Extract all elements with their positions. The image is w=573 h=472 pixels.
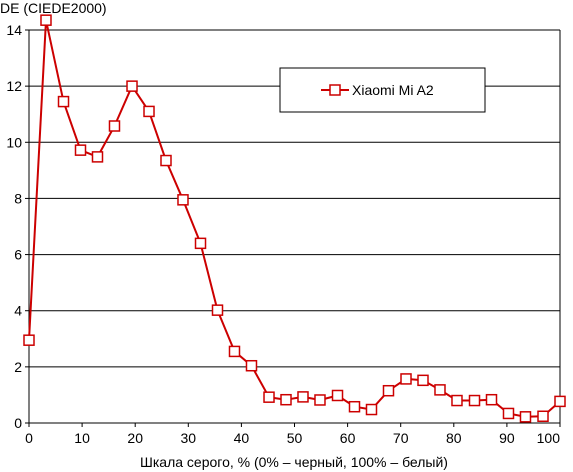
x-axis-title: Шкала серого, % (0% – черный, 100% – бел…	[140, 454, 448, 470]
legend: Xiaomi Mi A2	[279, 67, 486, 113]
y-axis-ticks: 0 2 4 6 8 10 12 14	[6, 22, 29, 431]
data-point-0-3	[74, 144, 87, 156]
data-point-0-17	[314, 394, 326, 406]
data-point-0-4	[91, 151, 104, 163]
data-point-0-16	[297, 391, 309, 403]
data-point-0-22	[400, 373, 412, 385]
data-point-0-19	[348, 400, 361, 413]
data-point-0-24	[434, 384, 446, 396]
y-tick-label-2: 2	[14, 359, 22, 375]
data-point-0-26	[468, 394, 481, 407]
legend-series-label: Xiaomi Mi A2	[352, 82, 434, 98]
legend-box	[279, 67, 486, 113]
data-point-0-18	[331, 389, 344, 402]
x-tick-label-60: 60	[340, 430, 356, 446]
y-tick-label-8: 8	[14, 190, 22, 206]
data-point-0-1	[40, 14, 52, 26]
x-tick-label-20: 20	[127, 430, 143, 446]
data-point-0-27	[485, 393, 498, 406]
data-point-0-30	[537, 410, 549, 423]
y-tick-label-4: 4	[14, 303, 22, 319]
data-point-0-29	[519, 411, 532, 423]
data-point-0-15	[280, 393, 292, 406]
data-point-0-2	[57, 95, 70, 108]
y-tick-label-6: 6	[14, 247, 22, 263]
data-point-0-10	[194, 237, 207, 250]
x-tick-label-100: 100	[537, 430, 561, 446]
x-tick-label-80: 80	[446, 430, 462, 446]
data-point-0-23	[417, 374, 429, 387]
y-tick-label-12: 12	[6, 78, 22, 94]
y-tick-label-14: 14	[6, 22, 22, 38]
x-tick-label-90: 90	[499, 430, 515, 446]
data-point-0-28	[502, 407, 515, 420]
y-axis-title: DE (CIEDE2000)	[0, 0, 107, 16]
data-point-0-14	[263, 391, 275, 403]
x-tick-label-40: 40	[234, 430, 250, 446]
y-tick-label-10: 10	[6, 134, 22, 150]
data-point-0-25	[451, 394, 463, 407]
x-axis-ticks: 0 10 20 30 40 50 60 70 80 90 100	[25, 423, 561, 446]
x-tick-label-50: 50	[287, 430, 303, 446]
data-point-0-6	[126, 80, 138, 92]
data-point-0-20	[365, 403, 378, 416]
data-point-0-0	[23, 334, 35, 346]
data-point-0-13	[245, 359, 258, 372]
x-tick-label-30: 30	[181, 430, 197, 446]
data-point-0-5	[108, 120, 121, 132]
data-point-0-21	[382, 384, 395, 397]
data-point-0-11	[211, 304, 224, 316]
y-tick-label-0: 0	[14, 415, 22, 431]
x-tick-label-0: 0	[25, 430, 33, 446]
x-tick-label-10: 10	[74, 430, 90, 446]
data-point-0-31	[554, 395, 566, 408]
x-tick-label-70: 70	[393, 430, 409, 446]
legend-marker-square	[329, 84, 341, 96]
data-point-0-8	[160, 154, 172, 167]
series-group	[23, 14, 566, 423]
data-point-0-9	[177, 194, 189, 206]
data-point-0-7	[143, 105, 155, 118]
data-point-0-12	[228, 345, 241, 358]
